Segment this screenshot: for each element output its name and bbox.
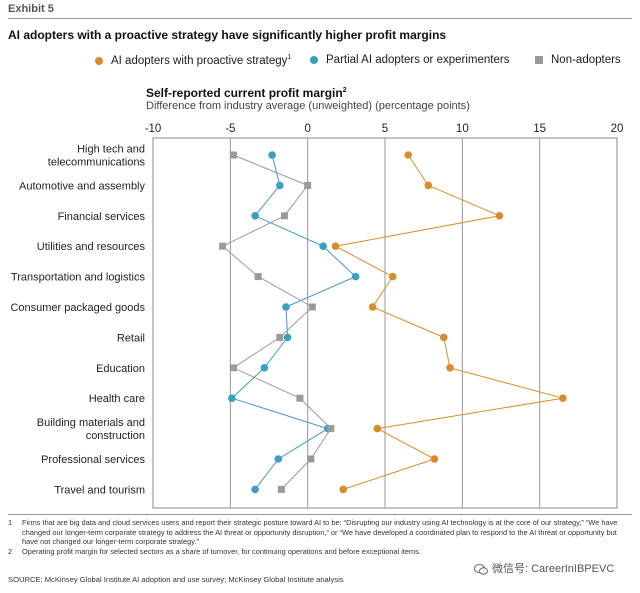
category-label: Utilities and resources xyxy=(37,241,146,253)
legend-item-partial: Partial AI adopters or experimenters xyxy=(310,54,509,66)
series-line-3 xyxy=(221,154,332,490)
data-point-series-1 xyxy=(430,455,439,463)
data-point-series-2 xyxy=(268,151,276,159)
data-point-series-1 xyxy=(368,303,377,311)
footnote-1-text: Firms that are big data and cloud servic… xyxy=(22,518,618,547)
legend-sup: 1 xyxy=(287,54,292,61)
legend-circle-orange-icon xyxy=(95,56,103,65)
legend-item-nonadopters: Non-adopters xyxy=(535,54,621,66)
x-tick-label: 5 xyxy=(382,123,388,135)
footnotes: 1 Firms that are big data and cloud servi… xyxy=(8,518,630,556)
x-tick-label: 0 xyxy=(304,123,310,135)
legend-circle-blue-icon xyxy=(310,55,318,64)
footnote-1: 1 Firms that are big data and cloud servi… xyxy=(8,518,630,547)
x-tick-label: 10 xyxy=(456,123,469,135)
category-label: Health care xyxy=(89,393,145,405)
data-point-series-1 xyxy=(373,424,382,433)
data-point-series-1 xyxy=(388,272,397,281)
footnote-2-text: Operating profit margin for selected sec… xyxy=(22,546,421,556)
category-label: Financial services xyxy=(58,211,146,223)
series-line-2 xyxy=(230,154,357,490)
data-point-series-1 xyxy=(446,364,454,372)
legend-label-proactive: AI adopters with proactive strategy xyxy=(111,54,288,67)
footnote-rule xyxy=(8,514,632,515)
watermark: 微信号: CareerInIBPEVC xyxy=(474,560,614,576)
data-point-series-2 xyxy=(228,394,236,403)
source-note: SOURCE: McKinsey Global Institute AI ado… xyxy=(8,575,344,584)
category-label: construction xyxy=(86,430,145,442)
data-point-series-3 xyxy=(276,333,284,341)
data-point-series-2 xyxy=(351,272,360,281)
data-point-series-2 xyxy=(251,212,259,220)
data-point-series-3 xyxy=(254,273,262,281)
category-label: Professional services xyxy=(41,454,145,466)
data-point-series-2 xyxy=(251,485,259,494)
category-label: High tech and xyxy=(77,144,145,156)
x-tick-label: 15 xyxy=(533,123,546,135)
data-point-series-1 xyxy=(439,333,448,342)
x-tick-label: 20 xyxy=(611,123,624,135)
data-point-series-1 xyxy=(339,485,348,494)
exhibit-title: AI adopters with a proactive strategy ha… xyxy=(8,28,447,42)
category-label: Building materials and xyxy=(37,417,145,429)
data-point-series-3 xyxy=(229,364,237,372)
data-point-series-2 xyxy=(283,333,292,342)
exhibit-label: Exhibit 5 xyxy=(8,3,54,15)
data-point-series-1 xyxy=(404,151,413,159)
top-rule xyxy=(8,18,632,19)
category-label: Retail xyxy=(117,332,145,344)
category-label: Education xyxy=(96,363,145,375)
data-point-series-3 xyxy=(296,394,304,402)
legend-item-proactive: AI adopters with proactive strategy1 xyxy=(95,54,291,67)
data-point-series-3 xyxy=(219,242,227,250)
data-point-series-1 xyxy=(495,212,504,220)
data-point-series-2 xyxy=(260,364,269,372)
category-label: telecommunications xyxy=(48,157,146,169)
chart-title-text: Self-reported current profit margin xyxy=(146,86,343,100)
series-line-1 xyxy=(334,154,564,490)
data-point-series-3 xyxy=(308,303,316,311)
data-point-series-3 xyxy=(327,425,335,433)
category-label: Transportation and logistics xyxy=(11,272,146,284)
data-point-series-3 xyxy=(229,151,237,159)
legend-label-partial: Partial AI adopters or experimenters xyxy=(326,54,510,66)
data-point-series-1 xyxy=(424,181,433,190)
chart-title-sup: 2 xyxy=(342,87,347,94)
footnote-2: 2 Operating profit margin for selected se… xyxy=(8,547,630,557)
x-tick-label: -5 xyxy=(225,123,235,135)
footnote-2-number: 2 xyxy=(8,546,13,556)
data-point-series-1 xyxy=(559,394,567,403)
category-label: Automotive and assembly xyxy=(19,180,145,192)
data-point-series-2 xyxy=(276,181,284,190)
data-point-series-2 xyxy=(274,455,283,463)
data-point-series-3 xyxy=(307,455,315,463)
wechat-icon xyxy=(474,563,488,575)
legend-label-nonadopters: Non-adopters xyxy=(551,54,621,66)
category-label: Travel and tourism xyxy=(54,484,145,496)
data-point-series-3 xyxy=(280,212,288,220)
data-point-series-2 xyxy=(319,242,327,250)
chart-title: Self-reported current profit margin2 xyxy=(146,86,347,100)
data-point-series-1 xyxy=(331,242,340,250)
watermark-text: 微信号: CareerInIBPEVC xyxy=(492,563,615,575)
data-point-series-3 xyxy=(304,181,312,189)
legend-square-gray-icon xyxy=(535,55,543,64)
data-point-series-2 xyxy=(282,303,290,311)
footnote-1-number: 1 xyxy=(8,518,13,527)
chart-subtitle: Difference from industry average (unweig… xyxy=(146,100,470,112)
category-label: Consumer packaged goods xyxy=(10,302,145,314)
legend: AI adopters with proactive strategy1 Par… xyxy=(0,54,640,72)
x-tick-label: -10 xyxy=(145,123,162,135)
data-point-series-3 xyxy=(277,485,285,493)
